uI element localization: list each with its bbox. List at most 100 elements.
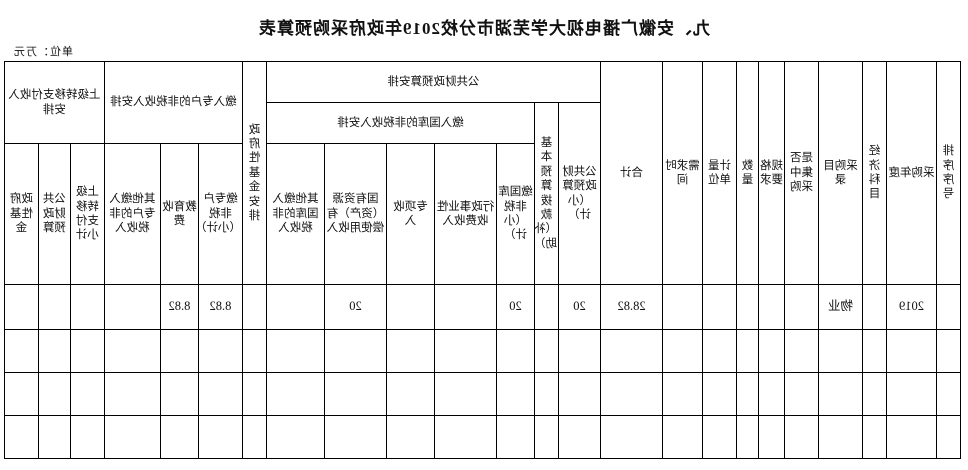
col-header-other-special-account: 其他缴入专户的非税收入	[104, 143, 161, 285]
body-cell	[936, 329, 961, 373]
body-cell	[242, 329, 267, 373]
col-header-measure-unit: 计量单位	[702, 61, 737, 285]
body-cell	[936, 372, 961, 416]
body-cell	[496, 415, 535, 459]
section-header-special-account: 缴入专户的非税收入安排	[104, 61, 243, 144]
body-cell	[38, 372, 71, 416]
body-cell: 28.82	[600, 284, 663, 330]
col-header-education-fee: 教育收费	[160, 143, 199, 285]
body-cell	[558, 415, 601, 459]
body-cell	[534, 329, 559, 373]
page-title: 九、安徽广播电视大学芜湖市分校2019年政府采购预算表	[258, 19, 710, 38]
body-cell	[104, 284, 161, 330]
body-cell	[862, 284, 887, 330]
body-cell	[662, 284, 703, 330]
body-cell: 8.82	[160, 284, 199, 330]
body-cell	[784, 284, 819, 330]
col-header-special-account-subtotal: 缴专户非税（小计）	[198, 143, 243, 285]
col-header-gov-fund: 政府性基金安排	[242, 61, 267, 285]
body-cell	[534, 372, 559, 416]
body-cell	[4, 372, 39, 416]
body-cell	[160, 372, 199, 416]
body-cell	[434, 284, 497, 330]
body-cell	[662, 372, 703, 416]
body-cell	[324, 372, 387, 416]
body-cell	[198, 329, 243, 373]
body-cell	[198, 372, 243, 416]
body-cell	[434, 329, 497, 373]
col-header-total: 合计	[600, 61, 663, 285]
body-cell	[324, 329, 387, 373]
table-row	[4, 372, 961, 416]
body-cell: 物业	[818, 284, 863, 330]
body-cell	[324, 415, 387, 459]
col-header-treasury-nontax-subtotal: 缴国库非税（小计）	[496, 143, 535, 285]
body-cell	[386, 415, 435, 459]
body-cell	[434, 372, 497, 416]
col-header-quantity: 数量	[736, 61, 759, 285]
body-cell	[242, 372, 267, 416]
col-header-basic-budget-grant: 基本预算拨款（补助）	[534, 102, 559, 285]
body-cell	[886, 329, 937, 373]
body-cell: 8.82	[198, 284, 243, 330]
col-header-spec: 规格要求	[758, 61, 785, 285]
col-header-catalog: 采购目录	[818, 61, 863, 285]
col-header-centralized: 是否集中采购	[784, 61, 819, 285]
body-cell	[702, 372, 737, 416]
body-cell	[886, 415, 937, 459]
body-cell	[70, 284, 105, 330]
body-cell	[558, 372, 601, 416]
col-header-admin-fee-income: 行政事业性收费收入	[434, 143, 497, 285]
body-cell	[266, 415, 325, 459]
body-cell	[936, 415, 961, 459]
body-cell	[160, 329, 199, 373]
unit-label: 单位：万元	[13, 46, 73, 58]
body-cell	[266, 329, 325, 373]
body-cell	[784, 329, 819, 373]
body-cell	[758, 329, 785, 373]
body-cell	[662, 329, 703, 373]
body-cell	[736, 329, 759, 373]
body-cell	[862, 372, 887, 416]
body-cell	[886, 372, 937, 416]
body-cell	[38, 284, 71, 330]
body-cell	[4, 284, 39, 330]
procurement-budget-table: 排序序号 采购年度 经济科目 采购目录 是否集中采购 规格要求 数量 计量单位 …	[3, 61, 961, 459]
col-header-year: 采购年度	[886, 61, 937, 285]
body-cell	[496, 372, 535, 416]
body-cell	[4, 415, 39, 459]
body-cell	[104, 415, 161, 459]
body-cell	[818, 372, 863, 416]
body-cell	[4, 329, 39, 373]
body-cell	[784, 372, 819, 416]
body-cell	[600, 415, 663, 459]
col-header-state-resource-income: 国有资源（资产）有偿使用收入	[324, 143, 387, 285]
body-cell	[862, 329, 887, 373]
body-cell	[600, 329, 663, 373]
body-cell	[558, 329, 601, 373]
section-header-treasury-nontax: 缴入国库的非税收入安排	[266, 102, 535, 144]
col-header-transfer-gov-fund: 政府性基金	[4, 143, 39, 285]
body-cell	[736, 284, 759, 330]
body-cell	[758, 415, 785, 459]
body-cell	[198, 415, 243, 459]
body-cell	[242, 284, 267, 330]
body-cell	[38, 329, 71, 373]
col-header-serial: 排序序号	[936, 61, 961, 285]
body-cell	[818, 415, 863, 459]
body-cell: 20	[324, 284, 387, 330]
body-cell	[818, 329, 863, 373]
body-cell	[160, 415, 199, 459]
table-row	[4, 415, 961, 459]
body-cell	[702, 284, 737, 330]
col-header-public-finance-subtotal: 公共财政预算（小计）	[558, 102, 601, 285]
body-cell	[70, 415, 105, 459]
body-cell: 2019	[886, 284, 937, 330]
body-cell	[662, 415, 703, 459]
body-cell	[266, 372, 325, 416]
section-header-transfer: 上级转移支付收入安排	[4, 61, 105, 144]
body-cell	[266, 284, 325, 330]
col-header-demand-time: 需求时间	[662, 61, 703, 285]
col-header-transfer-public-finance: 公共财政预算	[38, 143, 71, 285]
